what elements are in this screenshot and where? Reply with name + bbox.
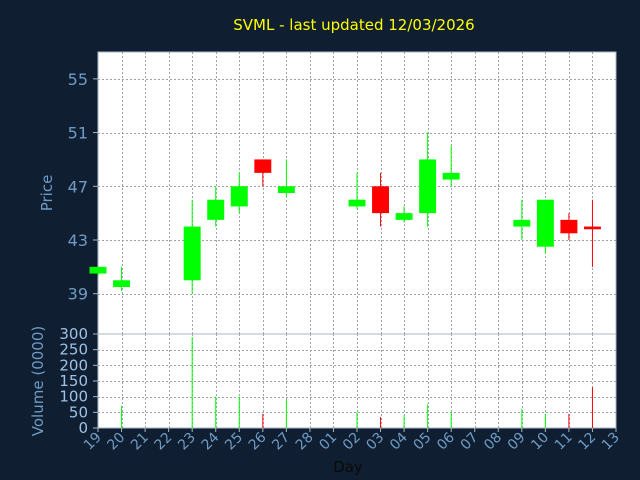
- candle-body-up: [513, 219, 531, 227]
- candle-body-up: [113, 280, 131, 287]
- volume-tick-label: 150: [59, 372, 88, 390]
- volume-tick-label: 200: [59, 356, 88, 374]
- volume-bars: [121, 337, 593, 428]
- x-axis-label: Day: [333, 458, 363, 476]
- candles: [89, 132, 601, 294]
- candle-body-up: [442, 172, 460, 180]
- volume-tick-label: 250: [59, 341, 88, 359]
- candle-body-up: [89, 266, 107, 274]
- candle-body-down: [372, 186, 390, 214]
- chart-title: SVML - last updated 12/03/2026: [233, 16, 474, 34]
- candle-body-up: [348, 199, 366, 207]
- candle-body-down: [560, 219, 578, 234]
- price-y-ticks: 39 43 47 51 55: [68, 70, 98, 304]
- price-tick-label: 51: [68, 124, 88, 143]
- candle-body-up: [207, 199, 225, 220]
- candle-body-up: [230, 186, 248, 207]
- volume-tick-label: 100: [59, 388, 88, 406]
- candle-body-up: [395, 213, 413, 220]
- price-panel: 39 43 47 51 55: [68, 51, 617, 335]
- price-tick-label: 55: [68, 70, 88, 89]
- price-tick-label: 39: [68, 285, 88, 304]
- volume-axis-label: Volume (0000): [29, 326, 47, 436]
- candle-body-up: [183, 226, 201, 281]
- candle-body-down: [583, 226, 601, 230]
- volume-tick-label: 0: [78, 419, 88, 437]
- candle-body-up: [536, 199, 554, 247]
- volume-tick-label: 50: [69, 403, 88, 421]
- candle-body-down: [254, 159, 272, 173]
- volume-tick-label: 300: [59, 325, 88, 343]
- candle-body-up: [277, 186, 295, 193]
- candle-body-up: [419, 159, 437, 214]
- price-axis-label: Price: [38, 175, 56, 212]
- price-tick-label: 43: [68, 231, 88, 250]
- x-axis-ticks: 19 20 21 22 23 24 25 26 27 28 01 02 03 04 05 06 07 08 09 10…: [81, 428, 623, 453]
- price-tick-label: 47: [68, 177, 88, 196]
